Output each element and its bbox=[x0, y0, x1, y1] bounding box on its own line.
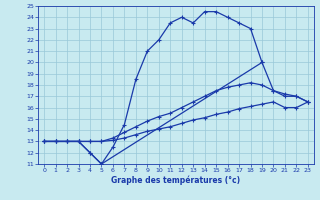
X-axis label: Graphe des températures (°c): Graphe des températures (°c) bbox=[111, 176, 241, 185]
